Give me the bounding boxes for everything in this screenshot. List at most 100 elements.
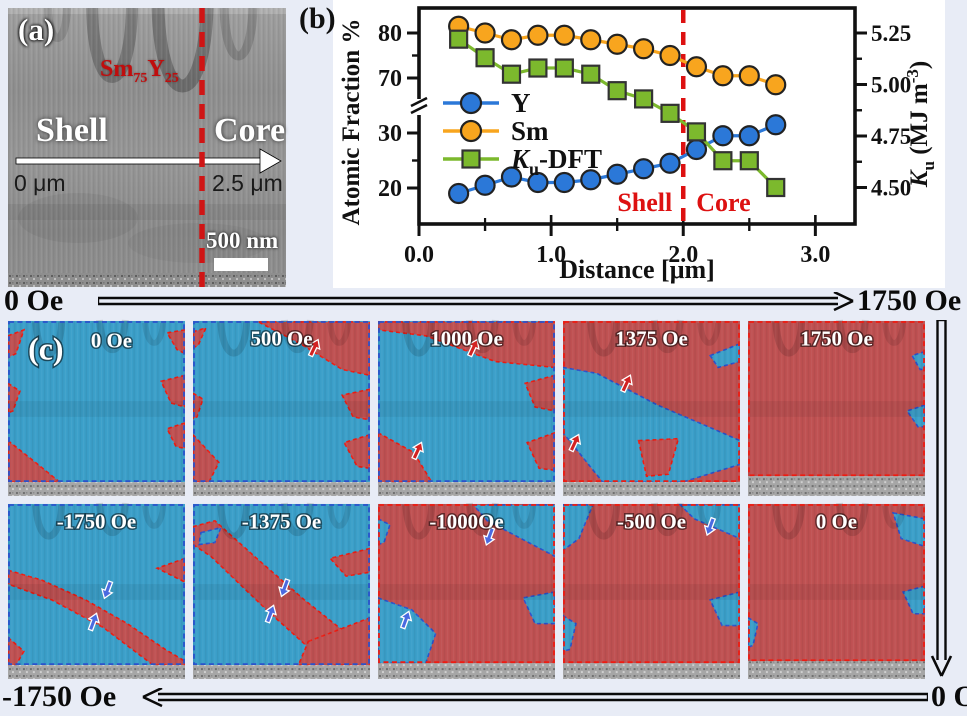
svg-text:30: 30 [378,121,402,147]
domain-cell-r2c1: -1750 Oe [8,501,185,679]
substrate-strip [8,665,185,679]
bottom-sweep-end-label: -1750 Oe [2,680,117,713]
composition-label: Sm75Y25 [100,56,179,86]
domain-wall-arrow-icon [307,338,321,358]
domain-cell-r1c2: 500 Oe [193,318,370,496]
domain-outline [193,321,370,483]
field-label: -1000Oe [429,510,503,534]
domain-wall-arrow-icon [87,612,100,632]
domain-wall-arrow-icon [399,610,413,630]
svg-text:4.50: 4.50 [871,176,911,201]
substrate-strip [193,482,370,496]
domain-cell-r2c2: -1375 Oe [193,501,370,679]
legend-label-Y: Y [511,88,531,118]
svg-text:70: 70 [378,66,402,92]
top-sweep-start-label: 0 Oe [4,284,64,317]
domain-wall-arrow-icon [278,578,291,598]
sweep-arrow-down-icon [930,320,953,677]
svg-text:2.0: 2.0 [668,242,698,268]
domain-wall-arrow-icon [466,338,480,358]
domain-outline [748,321,925,477]
field-label: -500 Oe [617,510,686,534]
substrate-strip [563,663,740,679]
domain-outline [748,504,925,662]
domain-image: -1750 Oe [8,502,185,679]
substrate-strip [748,476,925,496]
substrate-strip [8,482,185,496]
svg-text:4.75: 4.75 [871,124,911,149]
domain-cell-r1c4: 1375 Oe [563,318,740,496]
field-label: 0 Oe [816,510,857,534]
sweep-arrow-left-icon [142,688,928,708]
svg-text:1.0: 1.0 [536,242,566,268]
svg-text:20: 20 [378,176,402,202]
domain-cell-r2c5: 0 Oe [748,501,925,679]
svg-text:5.00: 5.00 [871,73,911,98]
domain-wall-arrow-icon [620,374,633,394]
domain-image: -500 Oe [563,502,740,679]
shell-label: Shell [36,112,108,149]
domain-outline [8,321,185,483]
svg-text:80: 80 [378,21,402,47]
field-label: 0 Oe [91,329,132,353]
x-axis-title: Distance [μm] [559,255,715,284]
domain-image: -1000Oe [378,502,555,679]
scale-bar [214,258,268,271]
domain-outline [193,504,370,666]
tem-texture [8,8,286,287]
domain-wall-arrow-icon [411,441,424,461]
domain-wall-arrow-icon [568,433,582,453]
field-label: 1000 Oe [430,327,502,351]
domain-image: 0 Oe [748,502,925,679]
panel-a-label: (a) [18,12,55,47]
substrate-strip [193,665,370,679]
distance-start-label: 0 μm [14,170,66,196]
bottom-sweep-start-label: 0 Oe [931,680,967,713]
domain-wall-arrow-icon [482,526,496,547]
right-axis-title: Ku (MJ m-3) [903,61,938,188]
chart-shell-label: Shell [617,188,672,217]
field-label: -1375 Oe [242,510,321,534]
svg-text:3.0: 3.0 [800,242,830,268]
domain-image: 1750 Oe [748,319,925,496]
domain-cell-r2c3: -1000Oe [378,501,555,679]
domain-image: 1000 Oe [378,319,555,496]
domain-image: -1375 Oe [193,502,370,679]
substrate-strip [748,661,925,679]
domain-outline [563,321,740,483]
domain-image: (c) 0 Oe [8,319,185,496]
legend-label-Ku-DFT: Ku-DFT [510,144,602,179]
domain-outline [378,504,555,664]
chart-core-label: Core [696,188,750,217]
scale-bar-label: 500 nm [206,228,279,253]
sweep-arrow-right-icon [98,292,854,312]
domain-outline [563,504,740,664]
panel-b-label: (b) [299,2,336,35]
domain-outline [378,321,555,483]
domain-image: 1375 Oe [563,319,740,496]
panel-c-label: (c) [28,332,63,367]
domain-cell-r1c1: (c) 0 Oe [8,318,185,496]
core-label: Core [214,112,286,149]
domain-wall-arrow-icon [264,604,277,624]
substrate-strip [378,482,555,496]
top-sweep-end-label: 1750 Oe [857,284,962,317]
domain-cell-r2c4: -500 Oe [563,501,740,679]
distance-arrow-icon [15,148,282,174]
left-axis-title: Atomic Fraction % [338,19,365,226]
svg-text:0.0: 0.0 [404,242,434,268]
field-label: -1750 Oe [57,510,136,534]
legend-label-Sm: Sm [511,116,549,146]
field-label: 500 Oe [250,327,312,351]
domain-image: 500 Oe [193,319,370,496]
substrate-strip [378,663,555,679]
domain-wall-arrow-icon [101,580,114,600]
domain-wall-arrow-icon [703,516,717,537]
distance-end-label: 2.5 μm [212,170,283,196]
composition-chart: 0.0 1.0 2.0 3.0 20 30 70 80 4.50 4.75 5.00 5.25 Shel… [338,6,938,284]
domain-cell-r1c5: 1750 Oe [748,318,925,496]
svg-text:5.25: 5.25 [871,21,911,46]
tem-image-panel: (a) Sm75Y25 Shell Core 0 μm 2.5 μm 500 n… [8,8,286,287]
domain-cell-r1c3: 1000 Oe [378,318,555,496]
